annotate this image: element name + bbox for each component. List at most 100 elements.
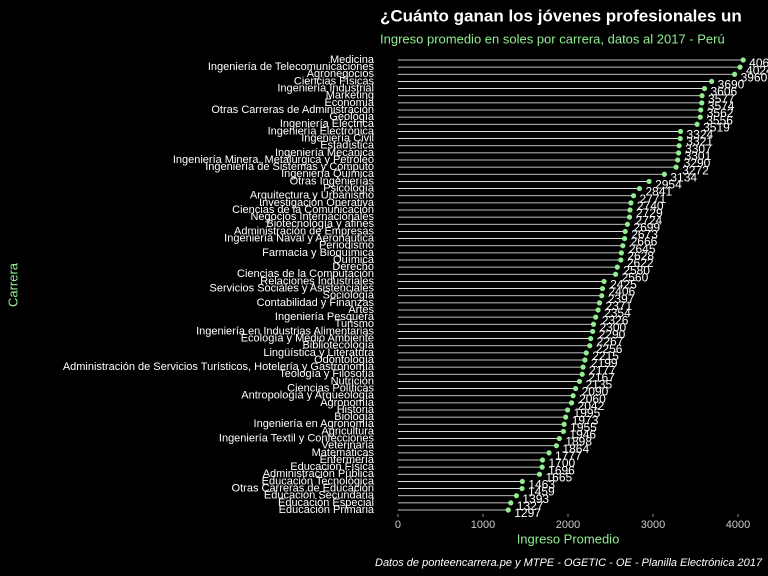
- y-tick-label: Antropología y Arqueología: [241, 390, 375, 402]
- y-tick-label: Veterinaria: [321, 440, 374, 452]
- value-label: 1898: [565, 435, 592, 449]
- value-label: 1973: [572, 413, 599, 427]
- y-tick-label: Lingüística y Literatura: [263, 347, 375, 359]
- value-label: 2199: [591, 356, 618, 370]
- y-tick-label: Agricultura: [321, 425, 374, 437]
- value-label: 2580: [623, 263, 650, 277]
- value-label: 2354: [604, 306, 631, 320]
- y-tick-label: Arquitectura y Urbanismo: [250, 190, 374, 202]
- lollipop-dot: [677, 128, 684, 135]
- value-label: 3556: [706, 113, 733, 127]
- y-tick-label: Investigación Operativa: [259, 197, 375, 209]
- lollipop-dot: [570, 393, 576, 399]
- value-label: 2090: [582, 385, 609, 399]
- y-tick-label: Ciencias Políticas: [287, 382, 374, 394]
- lollipop-dot: [627, 207, 633, 213]
- value-label: 2628: [627, 249, 654, 263]
- lollipop-dot: [624, 221, 631, 227]
- lollipop-dot: [573, 385, 579, 392]
- y-tick-label: Ingeniería Química: [281, 168, 375, 180]
- y-tick-label: Educación Tecnológica: [262, 475, 375, 487]
- lollipop-dot: [590, 328, 596, 335]
- value-label: 2954: [655, 178, 682, 192]
- y-tick-label: Ingeniería Naval y Aeronáutica: [224, 232, 375, 244]
- value-label: 1665: [546, 470, 573, 484]
- lollipop-dot: [583, 350, 589, 356]
- y-tick-label: Teología y Filosofía: [279, 368, 375, 380]
- y-tick-label: Ingeniería Eléctrica: [280, 118, 375, 130]
- value-label: 3577: [708, 92, 735, 106]
- y-tick-label: Ingeniería Mecánica: [275, 147, 375, 159]
- lollipop-dot: [676, 143, 682, 149]
- value-label: 2673: [631, 228, 658, 242]
- lollipop-dot: [579, 371, 585, 377]
- lollipop-dot: [519, 485, 525, 492]
- y-tick-label: Nutrición: [331, 375, 374, 387]
- y-tick-label: Ciencias de la Comunicación: [232, 204, 374, 216]
- lollipop-dot: [709, 78, 715, 85]
- y-tick-label: Otras Carreras de Administración: [211, 104, 374, 116]
- value-label: 2622: [627, 256, 654, 270]
- value-label: 3290: [684, 156, 711, 170]
- y-tick-label: Ingeniería Minera, Metalúrgica y Petróle…: [173, 154, 374, 166]
- value-label: 2425: [610, 278, 637, 292]
- lollipop-dot: [618, 250, 624, 256]
- lollipop-dot: [539, 464, 545, 470]
- value-label: 2397: [608, 292, 635, 306]
- y-tick-label: Educación Especial: [278, 497, 374, 509]
- lollipop-dot: [612, 271, 619, 277]
- value-label: 2215: [592, 349, 619, 363]
- value-label: 1946: [569, 428, 596, 442]
- lollipop-dot: [677, 135, 683, 142]
- x-axis-title: Ingreso Promedio: [517, 531, 620, 546]
- lollipop-dot: [536, 471, 543, 477]
- value-label: 4061: [749, 56, 768, 70]
- lollipop-dot: [622, 228, 628, 235]
- y-tick-label: Turismo: [335, 318, 374, 330]
- lollipop-dot: [731, 71, 738, 77]
- y-tick-label: Historia: [337, 404, 375, 416]
- value-label: 2740: [637, 199, 664, 213]
- y-tick-label: Administración Pública: [263, 468, 375, 480]
- y-tick-label: Ecología y Medio Ambiente: [241, 332, 374, 344]
- y-tick-label: Ingeniería Electrónica: [268, 125, 375, 137]
- y-tick-label: Farmacia y Bioquímica: [262, 247, 375, 259]
- lollipop-dot: [601, 278, 607, 285]
- value-label: 1327: [517, 499, 544, 513]
- lollipop-dot: [675, 157, 681, 163]
- value-label: 1955: [570, 420, 597, 434]
- y-tick-label: Ingeniería Industrial: [277, 82, 374, 94]
- value-label: 1393: [522, 492, 549, 506]
- y-tick-label: Economía: [324, 97, 374, 109]
- y-tick-label: Agronegocios: [307, 68, 375, 80]
- lollipop-dot: [646, 178, 652, 185]
- y-tick-label: Ingeniería en Industrias Alimentarias: [196, 325, 374, 337]
- lollipop-dot: [630, 193, 637, 199]
- y-tick-label: Biotecnología y afines: [266, 218, 374, 230]
- lollipop-dot: [737, 64, 743, 70]
- lollipop-dot: [614, 264, 620, 270]
- lollipop-dot: [596, 300, 603, 306]
- value-label: 1864: [562, 442, 589, 456]
- value-label: 1700: [548, 456, 575, 470]
- value-label: 3960: [741, 70, 768, 84]
- y-tick-label: Ingeniería de Telecomunicaciones: [208, 61, 375, 73]
- value-label: 2256: [596, 342, 623, 356]
- value-label: 3321: [686, 135, 713, 149]
- y-tick-label: Bibliotecología: [302, 340, 374, 352]
- y-tick-label: Ciencias de la Computación: [237, 268, 374, 280]
- y-tick-label: Contabilidad y Finanzas: [257, 297, 375, 309]
- lollipop-dot: [576, 378, 583, 385]
- y-tick-label: Ciencias Físicas: [294, 75, 375, 87]
- lollipop-dot: [636, 185, 643, 192]
- lollipop-dot: [539, 457, 546, 463]
- lollipop-dot: [699, 93, 705, 99]
- lollipop-dot: [582, 357, 588, 363]
- value-label: 3134: [670, 170, 697, 184]
- y-tick-label: Administración de Empresas: [234, 225, 375, 237]
- x-tick-label: 2000: [556, 519, 580, 531]
- value-label: 2267: [597, 335, 624, 349]
- x-tick-label: 1000: [471, 519, 495, 531]
